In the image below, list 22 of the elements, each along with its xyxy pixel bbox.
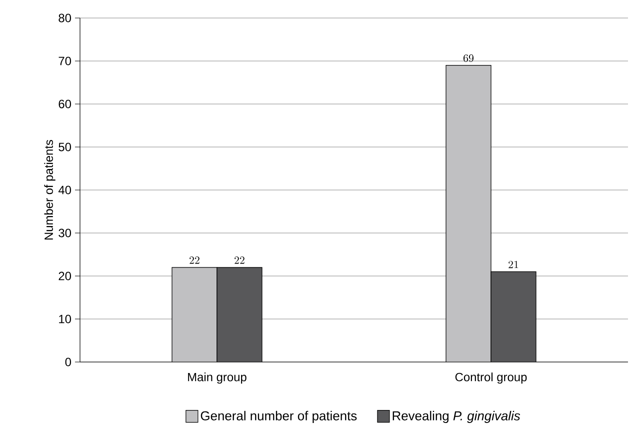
data-label: 22 (190, 256, 200, 264)
y-tick-label: 40 (58, 186, 72, 194)
y-tick-label: 20 (58, 272, 72, 280)
y-tick-label: 70 (58, 56, 72, 66)
y-axis-title: Number of patients (44, 140, 56, 240)
y-tick-label: 60 (58, 100, 72, 108)
y-tick-label: 50 (58, 142, 72, 152)
x-tick-label: Control group (455, 372, 527, 384)
data-label: 69 (464, 54, 474, 62)
y-tick-label: 0 (65, 358, 72, 366)
data-label: 21 (508, 260, 518, 268)
y-tick-label: 10 (59, 314, 72, 324)
x-tick-label: Main group (188, 372, 246, 384)
legend-label: General number of patients (200, 410, 357, 423)
bar (490, 271, 536, 362)
bar (217, 267, 262, 362)
data-label: 22 (234, 256, 244, 264)
bar (172, 267, 218, 362)
y-tick-label: 30 (58, 228, 72, 238)
legend-label: Revealing P. gingivalis (392, 410, 520, 423)
bar (446, 64, 492, 362)
y-tick-label: 80 (58, 14, 72, 22)
